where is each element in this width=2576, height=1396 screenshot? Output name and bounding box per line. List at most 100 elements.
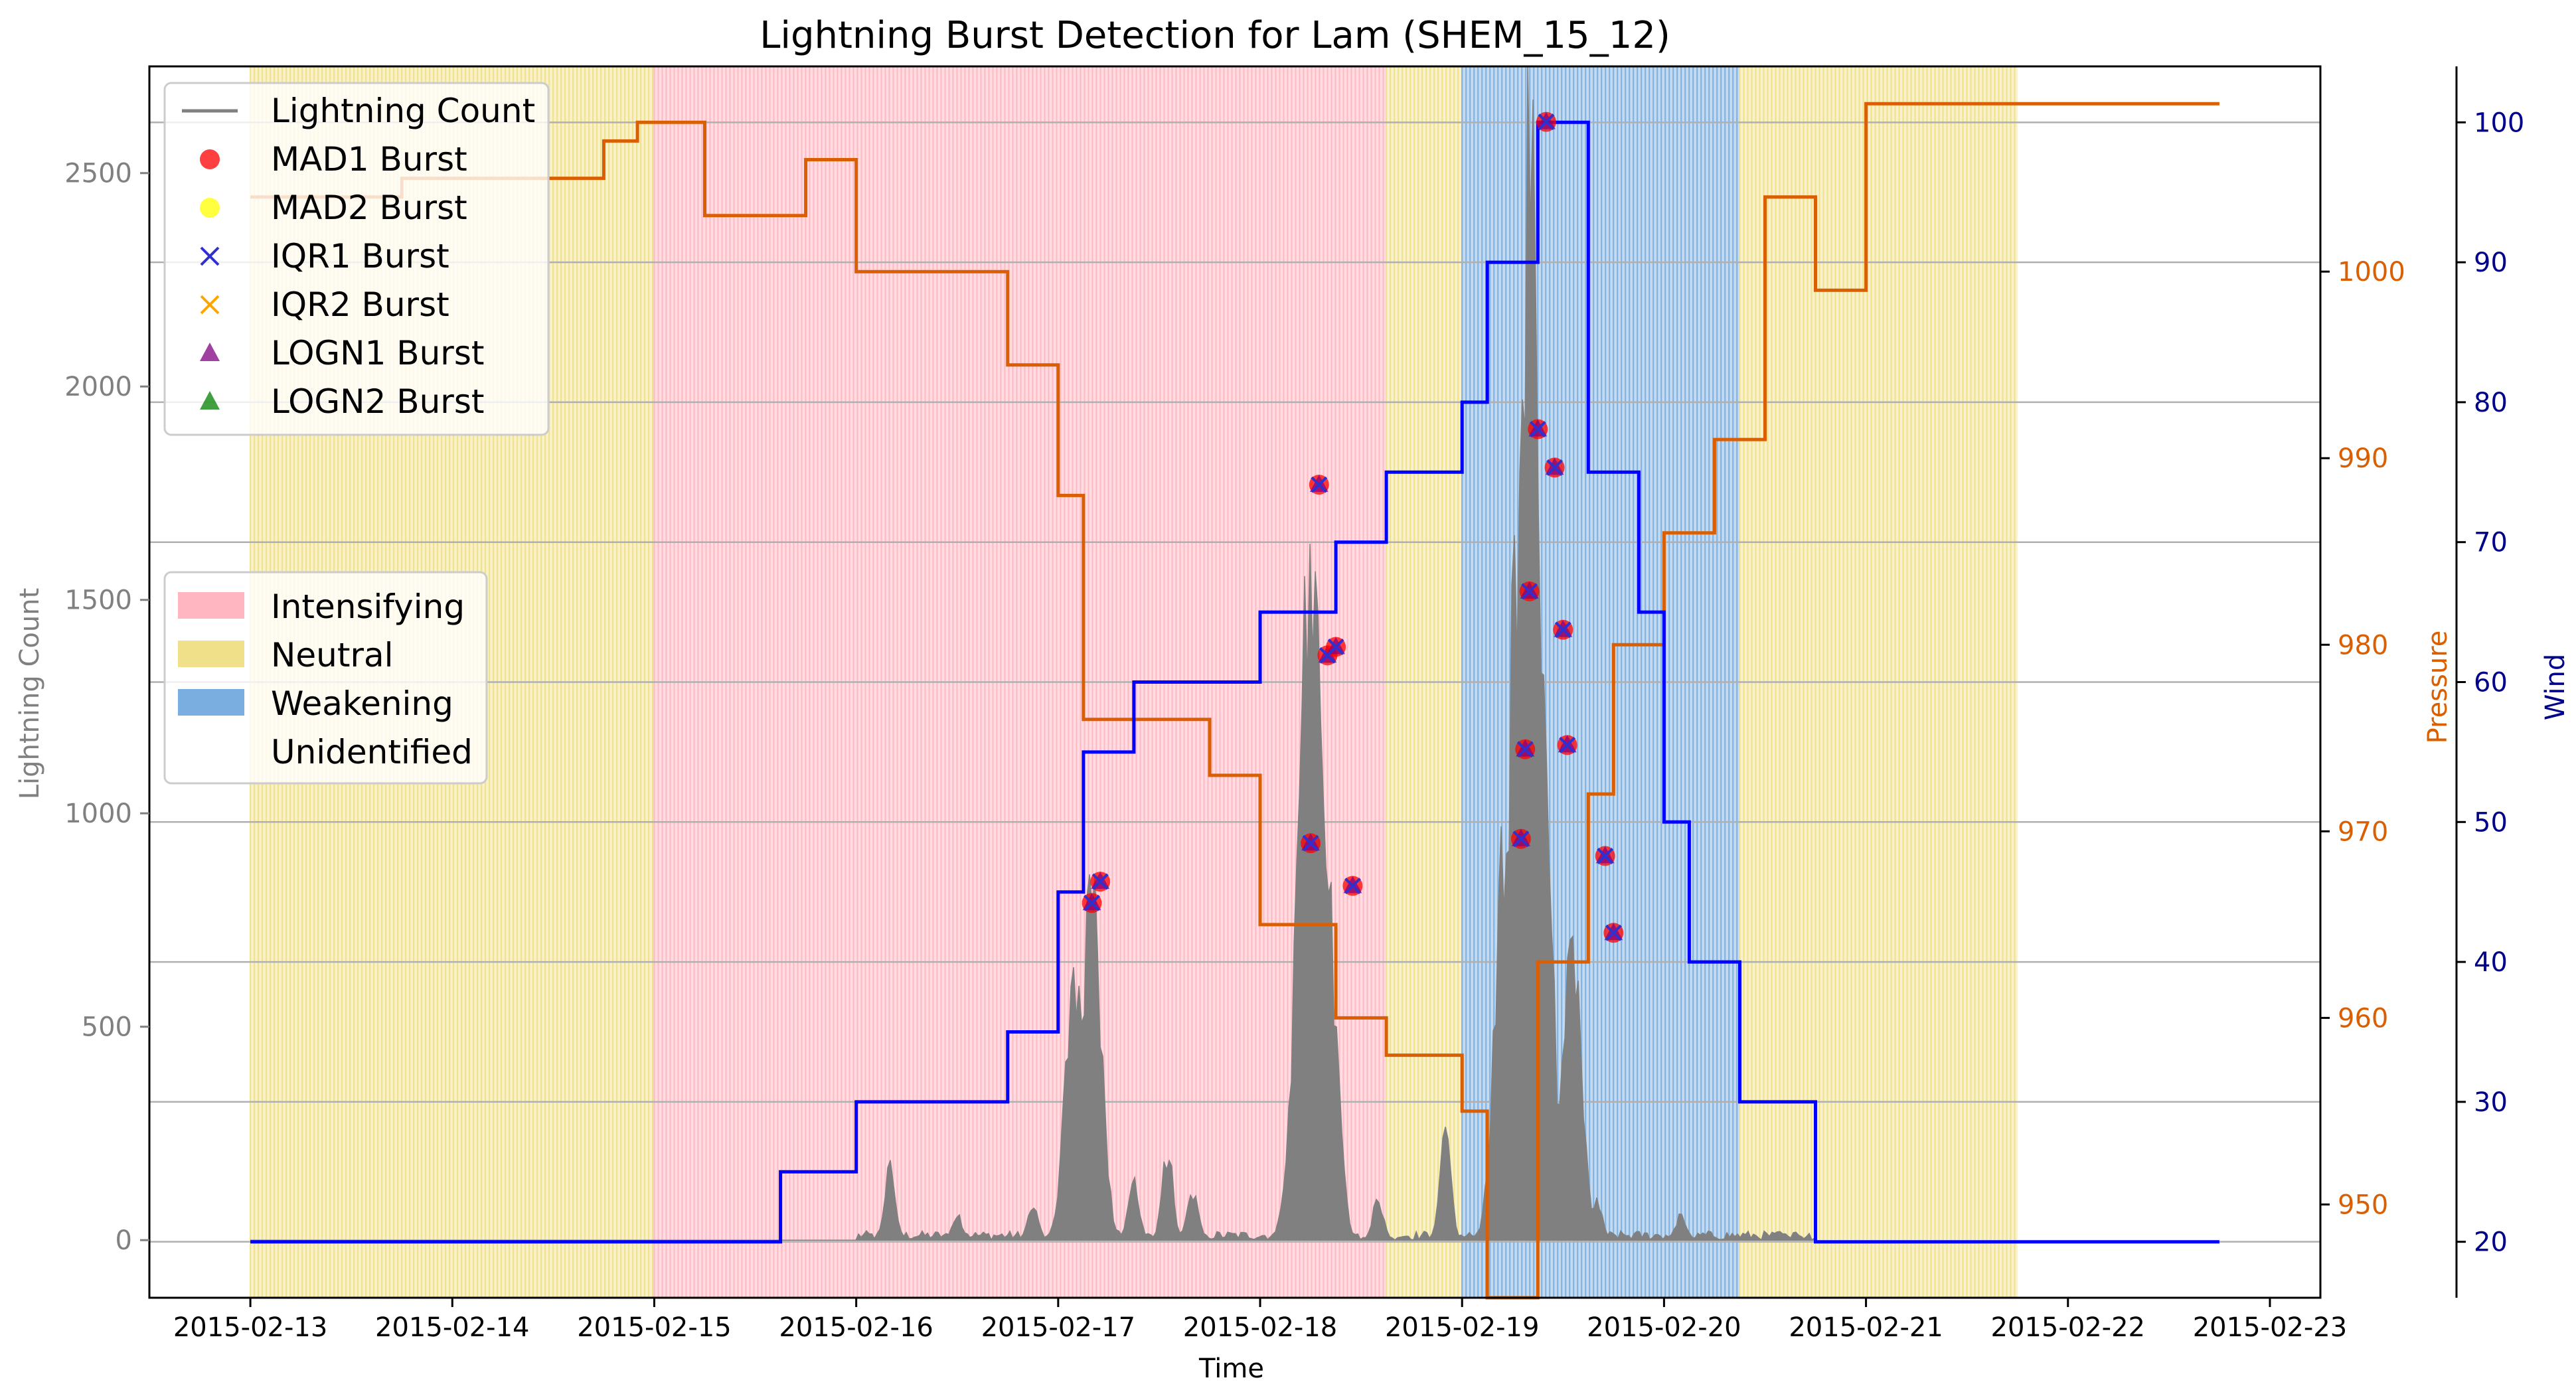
x-axis-label: Time — [1198, 1354, 1264, 1384]
y-wind-tick-label: 60 — [2474, 668, 2508, 698]
burst-marker — [1595, 846, 1615, 866]
legend-circle-swatch — [200, 198, 220, 218]
iqr1-marker — [1597, 848, 1614, 864]
y-wind-tick-label: 20 — [2474, 1227, 2508, 1258]
y-axis-label-pressure: Pressure — [2423, 631, 2453, 744]
y-pressure-tick-label: 960 — [2338, 1003, 2388, 1034]
legend-label: MAD1 Burst — [271, 140, 467, 179]
x-tick-label: 2015-02-18 — [1183, 1312, 1337, 1343]
legend-triangle-swatch — [200, 391, 220, 410]
y-wind-tick-label: 70 — [2474, 528, 2508, 558]
iqr1-marker — [1091, 873, 1109, 890]
iqr1-marker — [1521, 583, 1538, 600]
y-left-tick-label: 2000 — [64, 372, 132, 402]
x-tick-label: 2015-02-23 — [2193, 1312, 2347, 1343]
legend-label: IQR2 Burst — [271, 285, 449, 324]
y-pressure-tick-label: 1000 — [2338, 257, 2405, 287]
legend-entry: MAD2 Burst — [200, 189, 467, 227]
x-tick-label: 2015-02-14 — [375, 1312, 529, 1343]
legend-label: IQR1 Burst — [271, 237, 449, 275]
chart-title: Lightning Burst Detection for Lam (SHEM_… — [760, 14, 1670, 57]
y-pressure-tick-label: 980 — [2338, 630, 2388, 660]
legend-label: MAD2 Burst — [271, 189, 467, 227]
phase-legend-label: Neutral — [271, 636, 394, 674]
iqr1-marker — [1327, 639, 1344, 655]
burst-legend-box — [163, 82, 550, 436]
legend-entry: IQR2 Burst — [200, 285, 449, 324]
phase-legend-box — [163, 571, 488, 785]
iqr1-marker — [1302, 834, 1319, 852]
y-axis-label-lightning: Lightning Count — [15, 588, 45, 800]
burst-marker — [1515, 739, 1536, 759]
iqr1-marker — [1512, 830, 1530, 848]
phase-legend-label: Intensifying — [271, 587, 465, 626]
burst-marker — [1544, 457, 1565, 478]
phase-legend-swatch — [178, 689, 244, 716]
burst-marker — [1536, 112, 1556, 132]
phase-legend-entry: Unidentified — [178, 733, 473, 771]
iqr1-marker — [1559, 736, 1576, 753]
burst-marker — [1528, 419, 1548, 439]
legend-entry: LOGN2 Burst — [200, 382, 484, 421]
legend-x-swatch — [200, 246, 220, 266]
phase-legend-label: Weakening — [271, 684, 453, 723]
phase-legend-entry: Weakening — [178, 684, 453, 723]
legend-circle-swatch — [200, 149, 220, 169]
x-tick-label: 2015-02-22 — [1991, 1312, 2145, 1343]
y-axis-label-wind: Wind — [2540, 654, 2571, 721]
burst-marker — [1309, 475, 1329, 495]
iqr1-marker — [1311, 476, 1328, 493]
y-pressure-tick-label: 950 — [2338, 1190, 2388, 1220]
iqr1-marker — [1605, 924, 1622, 941]
legend-x-swatch — [200, 295, 220, 315]
legend-entry: IQR1 Burst — [200, 237, 449, 275]
burst-marker — [1557, 735, 1577, 755]
plot-frame — [148, 65, 2322, 1299]
iqr1-marker — [1344, 878, 1361, 894]
iqr1-marker — [1516, 741, 1534, 758]
burst-marker — [1326, 637, 1346, 657]
x-tick-label: 2015-02-16 — [779, 1312, 933, 1343]
iqr1-marker — [1529, 421, 1546, 437]
burst-marker — [1510, 828, 1531, 849]
burst-marker-layer — [1082, 112, 1624, 943]
burst-marker — [1553, 619, 1573, 640]
legend-entry: Lightning Count — [182, 92, 535, 130]
y-wind-tick-label: 90 — [2474, 248, 2508, 278]
burst-marker — [1603, 923, 1624, 943]
y-wind-tick-label: 30 — [2474, 1087, 2508, 1118]
iqr1-marker — [1084, 894, 1100, 911]
wind-layer — [250, 120, 2219, 1244]
x-tick-label: 2015-02-21 — [1789, 1312, 1943, 1343]
phase-legend-entry: Intensifying — [178, 587, 465, 626]
axes-layer: 2015-02-13 2015-02-14 2015-02-15 2015-02-16… — [64, 65, 2524, 1343]
y-pressure-tick-label: 970 — [2338, 816, 2388, 847]
x-tick-label: 2015-02-20 — [1587, 1312, 1741, 1343]
phase-legend-swatch — [178, 641, 244, 667]
x-tick-label: 2015-02-17 — [981, 1312, 1135, 1343]
legend-entry: MAD1 Burst — [200, 140, 467, 179]
burst-marker — [1301, 833, 1321, 854]
y-wind-tick-label: 80 — [2474, 388, 2508, 418]
x-tick-label: 2015-02-13 — [173, 1312, 327, 1343]
phase-legend-entry: Neutral — [178, 636, 394, 674]
x-tick-label: 2015-02-15 — [577, 1312, 731, 1343]
y-left-tick-label: 0 — [116, 1225, 132, 1256]
pressure-line — [250, 102, 2219, 1300]
legend-label: LOGN1 Burst — [271, 334, 484, 372]
burst-marker — [1082, 893, 1102, 913]
legend-entry: LOGN1 Burst — [200, 334, 484, 372]
phase-legend-label: Unidentified — [271, 733, 473, 771]
x-tick-label: 2015-02-19 — [1385, 1312, 1539, 1343]
iqr1-marker — [1554, 621, 1571, 639]
legend-label: LOGN2 Burst — [271, 382, 484, 421]
y-wind-tick-label: 100 — [2474, 108, 2524, 138]
y-wind-tick-label: 40 — [2474, 947, 2508, 978]
iqr1-marker — [1546, 459, 1564, 476]
iqr1-marker — [1538, 114, 1555, 131]
burst-marker — [1090, 872, 1111, 892]
wind-line — [250, 120, 2219, 1244]
y-left-tick-label: 1500 — [64, 585, 132, 616]
pressure-layer — [250, 102, 2219, 1300]
